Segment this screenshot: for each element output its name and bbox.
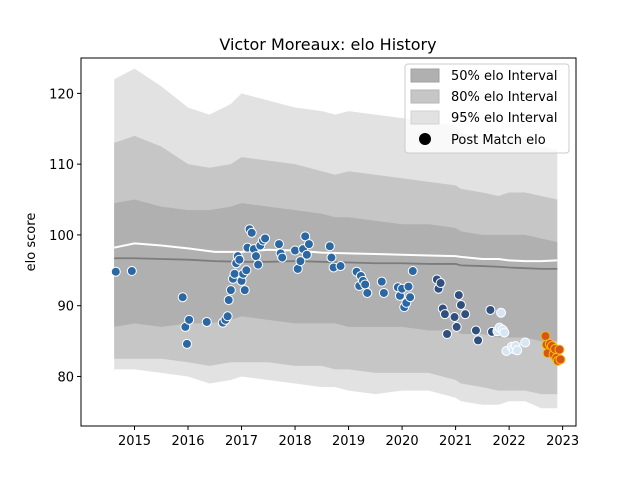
data-point [303, 239, 314, 250]
data-point [229, 268, 240, 279]
data-point [290, 245, 301, 256]
data-point [277, 252, 288, 263]
x-tick-label: 2017 [225, 434, 258, 449]
data-point [455, 299, 466, 310]
mean-line [113, 242, 558, 263]
data-point [239, 285, 250, 296]
data-point [223, 295, 234, 306]
data-point [177, 292, 188, 303]
data-point [442, 329, 453, 339]
data-point [246, 227, 257, 238]
data-point [234, 254, 245, 265]
data-point [301, 249, 312, 260]
data-point [225, 285, 236, 296]
data-point [126, 266, 137, 277]
data-point [499, 327, 510, 338]
data-point [554, 344, 565, 355]
data-point [360, 279, 371, 290]
legend-swatch-80 [410, 89, 440, 104]
data-point [335, 261, 346, 272]
legend-box [404, 63, 570, 154]
data-point [407, 266, 418, 277]
data-point [403, 281, 414, 292]
median-line [114, 257, 558, 270]
y-axis: 80 90 100 110 120 [49, 87, 81, 385]
legend-marker-post-match [419, 133, 431, 145]
data-point [555, 354, 566, 365]
y-tick-label: 120 [49, 87, 74, 102]
x-tick-label: 2018 [279, 434, 312, 449]
legend-label-80: 80% elo Interval [451, 90, 558, 105]
legend: 50% elo Interval 80% elo Interval 95% el… [404, 63, 570, 154]
y-axis-label: elo score [24, 213, 39, 272]
data-point [201, 316, 212, 327]
legend-swatch-50 [410, 68, 440, 83]
x-tick-label: 2015 [118, 434, 151, 449]
data-point [253, 259, 264, 270]
data-point [184, 314, 195, 325]
y-tick-label: 100 [49, 229, 74, 244]
data-point [435, 278, 446, 289]
data-point [222, 311, 233, 322]
data-point [378, 287, 389, 298]
data-point [110, 266, 121, 277]
x-tick-label: 2023 [546, 434, 579, 449]
data-point [453, 290, 464, 301]
data-point [241, 265, 252, 276]
data-point [451, 321, 462, 332]
data-point [260, 233, 271, 244]
x-axis: 2015 2016 2017 2018 2019 2020 2021 2022 2023 [118, 426, 579, 449]
data-point [362, 287, 373, 298]
y-tick-label: 110 [49, 158, 74, 173]
data-point [376, 276, 387, 287]
data-point [181, 338, 192, 349]
legend-label-post-match: Post Match elo [451, 133, 546, 148]
chart-title: Victor Moreaux: elo History [219, 35, 436, 54]
x-tick-label: 2019 [332, 434, 365, 449]
data-point [439, 309, 450, 320]
x-tick-label: 2016 [171, 434, 204, 449]
legend-label-95: 95% elo Interval [451, 111, 558, 126]
data-point [470, 325, 481, 336]
legend-swatch-95 [410, 110, 440, 125]
data-point [295, 256, 306, 267]
data-point [473, 335, 484, 346]
data-point [326, 252, 337, 263]
x-tick-label: 2021 [439, 434, 472, 449]
data-point [405, 292, 416, 303]
data-point [496, 307, 507, 318]
data-point [449, 312, 460, 323]
data-point [485, 304, 496, 315]
data-point [274, 239, 284, 250]
data-point [460, 309, 471, 320]
plot-area [110, 68, 566, 409]
y-tick-label: 80 [57, 370, 74, 385]
post-match-points [110, 224, 566, 366]
data-point [250, 251, 261, 262]
data-point [520, 337, 531, 348]
y-tick-label: 90 [57, 300, 74, 315]
data-point [512, 345, 523, 356]
axes-frame [80, 57, 577, 427]
data-point [324, 241, 335, 252]
trend-lines [113, 242, 558, 270]
x-tick-label: 2022 [493, 434, 526, 449]
x-tick-label: 2020 [386, 434, 419, 449]
legend-label-50: 50% elo Interval [451, 69, 558, 84]
